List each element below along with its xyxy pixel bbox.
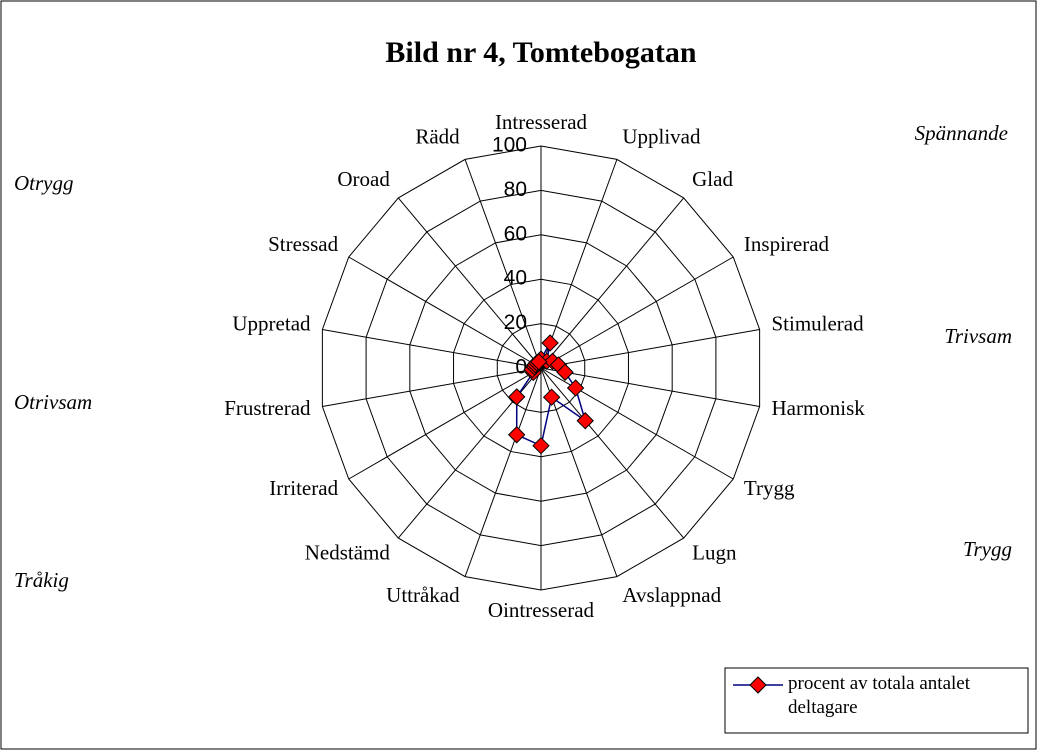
marker <box>556 363 574 381</box>
category-label: Upplivad <box>622 125 701 149</box>
category-label: Intresserad <box>495 110 588 134</box>
spoke <box>322 367 542 408</box>
tick-label: 20 <box>504 311 527 334</box>
annotation: Tråkig <box>14 568 69 592</box>
category-label: Stimulerad <box>771 311 864 335</box>
category-label: Uppretad <box>232 311 311 335</box>
category-label: Frustrerad <box>224 396 311 420</box>
spoke <box>540 367 685 539</box>
spoke <box>348 256 542 369</box>
category-label: Stressad <box>268 232 338 256</box>
category-label: Trygg <box>744 476 795 500</box>
annotation: Otrygg <box>14 171 74 195</box>
category-label: Ointresserad <box>488 598 595 622</box>
spoke <box>322 328 542 369</box>
category-label: Oroad <box>337 167 390 191</box>
legend <box>724 667 1029 734</box>
category-label: Irriterad <box>269 476 338 500</box>
tick-label: 60 <box>504 222 527 245</box>
category-label: Avslappnad <box>622 583 721 607</box>
legend-marker <box>749 676 767 694</box>
legend-label: procent av totala antalet deltagare <box>788 673 970 718</box>
spoke <box>540 328 760 369</box>
annotation: Otrivsam <box>14 390 92 414</box>
category-label: Rädd <box>415 125 460 149</box>
category-label: Glad <box>692 167 733 191</box>
category-label: Harmonisk <box>771 396 865 420</box>
marker <box>507 426 526 444</box>
annotation: Trygg <box>963 537 1012 561</box>
spoke <box>397 197 542 369</box>
marker <box>532 436 550 455</box>
spoke <box>540 367 760 408</box>
tick-label: 80 <box>504 178 527 201</box>
marker <box>541 334 559 352</box>
spoke <box>540 197 685 369</box>
spoke <box>540 256 734 369</box>
marker <box>576 412 594 430</box>
marker <box>542 388 561 406</box>
tick-label: 100 <box>492 134 527 157</box>
tick-label: 0 <box>515 356 527 379</box>
marker <box>566 379 585 397</box>
annotation: Spännande <box>915 121 1008 145</box>
tick-label: 40 <box>504 267 527 290</box>
spoke <box>464 159 542 369</box>
annotation: Trivsam <box>944 324 1012 348</box>
marker <box>530 353 548 371</box>
spoke <box>540 159 618 369</box>
chart-title: Bild nr 4, Tomtebogatan <box>385 36 697 69</box>
category-label: Uttråkad <box>386 583 460 607</box>
category-label: Inspirerad <box>744 232 830 256</box>
category-label: Nedstämd <box>305 541 391 565</box>
spoke <box>348 367 542 480</box>
spoke <box>464 367 542 577</box>
marker <box>508 388 526 406</box>
category-label: Lugn <box>692 541 737 565</box>
